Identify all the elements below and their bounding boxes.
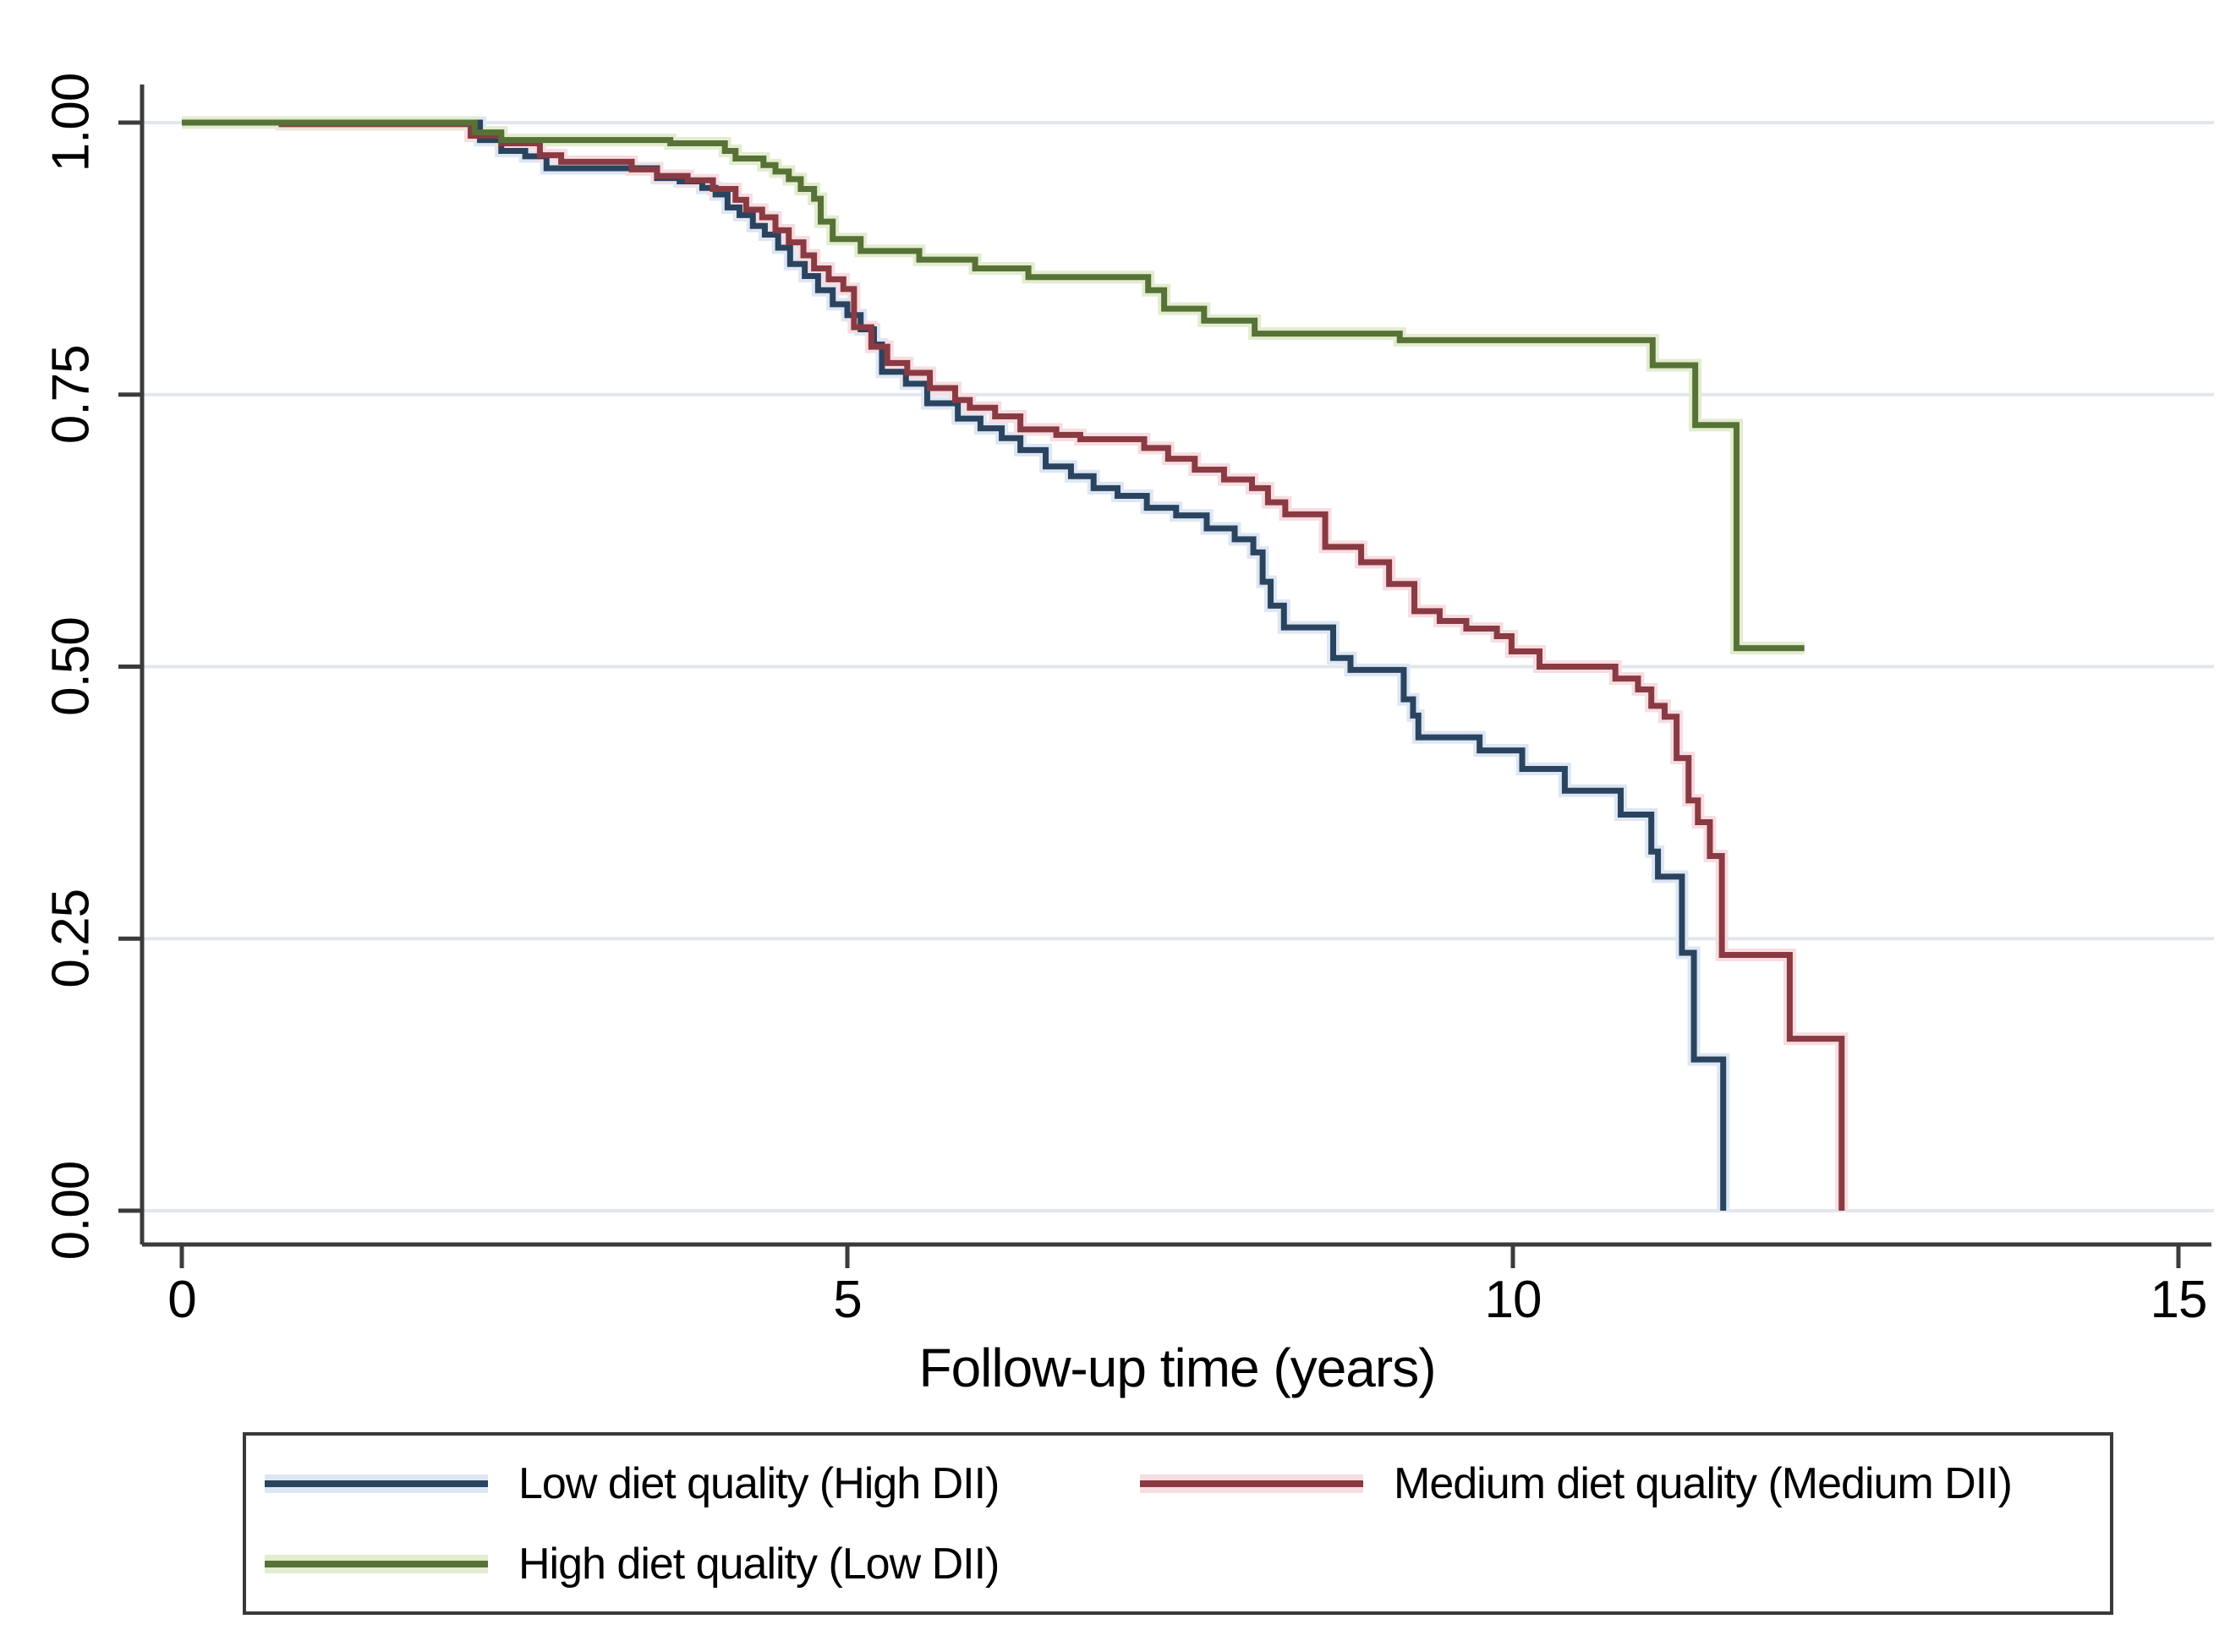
legend-label-high: High diet quality (Low DII) — [518, 1540, 1000, 1589]
curve-0 — [182, 119, 1727, 1211]
legend-entry-low: Low diet quality (High DII) — [265, 1458, 1000, 1509]
legend-entry-medium: Medium diet quality (Medium DII) — [1140, 1458, 2013, 1509]
curve-2 — [182, 119, 1805, 652]
axis-ticks — [118, 120, 2181, 1268]
y-tick-label: 0.00 — [41, 1162, 100, 1261]
x-tick-label: 15 — [2151, 1271, 2207, 1329]
legend-label-medium: Medium diet quality (Medium DII) — [1394, 1459, 2013, 1508]
x-tick-label: 0 — [167, 1271, 195, 1329]
legend-label-low: Low diet quality (High DII) — [518, 1459, 1000, 1508]
x-axis-title: Follow-up time (years) — [918, 1337, 1435, 1398]
legend: Low diet quality (High DII) Medium diet … — [243, 1432, 2113, 1615]
curve-1 — [182, 119, 1845, 1211]
x-tick-label: 5 — [833, 1271, 861, 1329]
tick-labels: 0.00 0.25 0.50 0.75 1.00 0 5 10 15 — [41, 74, 2207, 1329]
legend-line-medium-diet-quality — [1140, 1474, 1363, 1493]
y-tick-label: 0.25 — [41, 889, 100, 988]
gridlines — [142, 121, 2214, 1212]
legend-line-low-diet-quality — [265, 1474, 488, 1493]
survival-curves — [182, 119, 1845, 1211]
y-tick-label: 0.75 — [41, 345, 100, 444]
y-tick-label: 1.00 — [41, 74, 100, 172]
curve-halo-2 — [182, 116, 1805, 655]
legend-line-high-diet-quality — [265, 1555, 488, 1573]
y-tick-label: 0.50 — [41, 617, 100, 716]
x-tick-label: 10 — [1485, 1271, 1542, 1329]
legend-entry-high: High diet quality (Low DII) — [265, 1539, 1000, 1589]
